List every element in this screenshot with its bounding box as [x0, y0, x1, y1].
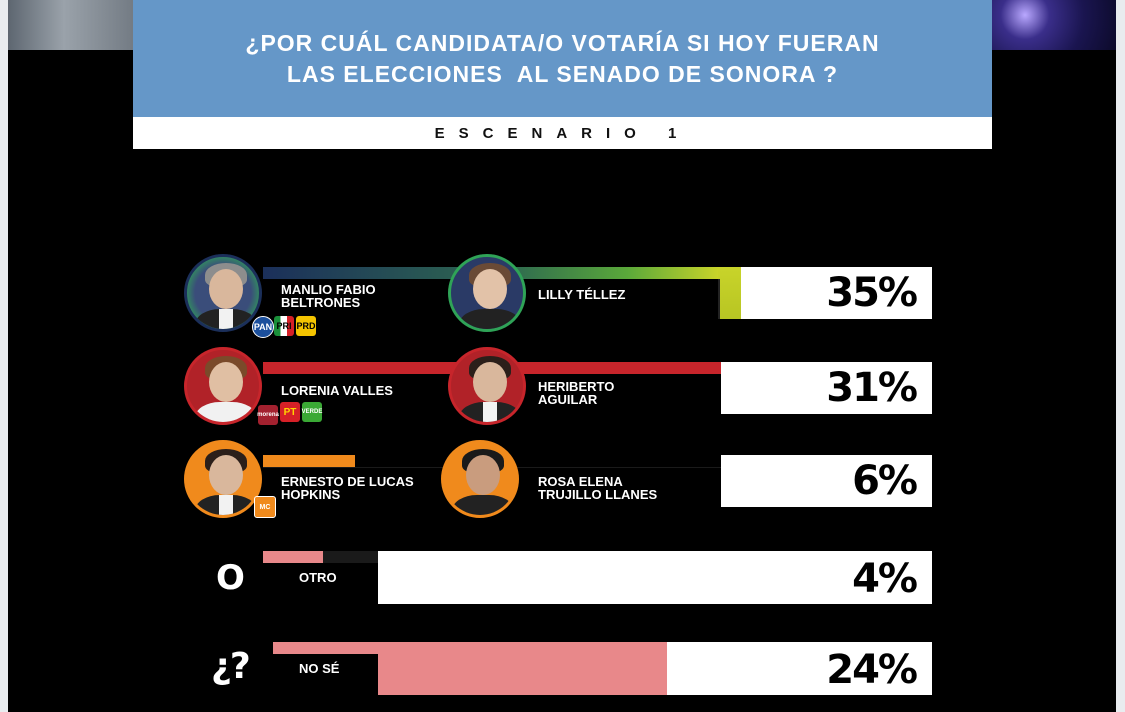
data-label: 4% — [852, 556, 918, 602]
other-symbol: O — [216, 558, 245, 598]
data-label: 24% — [826, 647, 918, 693]
row-otro: O OTRO 4% — [8, 548, 1116, 608]
avatar-valles — [184, 347, 262, 425]
infographic: ¿POR CUÁL CANDIDATA/O VOTARÍA SI HOY FUE… — [8, 0, 1116, 712]
pct-box — [721, 455, 932, 507]
avatar-tellez — [448, 254, 526, 332]
data-label: 35% — [826, 270, 918, 316]
pct-box — [721, 362, 932, 414]
pct-box — [738, 267, 932, 319]
option-label: OTRO — [299, 570, 337, 585]
row-beltrones-tellez: MANLIO FABIO BELTRONES PAN PRI PRD LILLY… — [8, 252, 1116, 342]
candidate-name: LORENIA VALLES — [281, 383, 393, 398]
candidate-name: ROSA ELENA TRUJILLO LLANES — [538, 474, 658, 502]
candidate-name: HERIBERTO AGUILAR — [538, 379, 615, 407]
background-photo-right — [986, 0, 1116, 50]
data-label: 6% — [852, 458, 918, 504]
title-line-1: ¿POR CUÁL CANDIDATA/O VOTARÍA SI HOY FUE… — [245, 29, 880, 56]
row-valles-aguilar: LORENIA VALLES morena PT VERDE HERIBERTO… — [8, 345, 1116, 435]
data-label: 31% — [826, 365, 918, 411]
top-stripe — [263, 455, 355, 467]
avatar-aguilar — [448, 347, 526, 425]
bar-fill — [718, 267, 741, 319]
name-band — [263, 563, 378, 604]
bar-fill — [263, 551, 323, 563]
row-no-se: ¿? NO SÉ 24% — [8, 638, 1116, 698]
option-label: NO SÉ — [299, 661, 340, 676]
title-banner: ¿POR CUÁL CANDIDATA/O VOTARÍA SI HOY FUE… — [133, 0, 992, 117]
avatar-beltrones — [184, 254, 262, 332]
morena-logo: morena — [257, 405, 279, 425]
avatar-delucas — [184, 440, 262, 518]
row-delucas-trujillo: ERNESTO DE LUCAS HOPKINS MC ROSA ELENA T… — [8, 438, 1116, 528]
prd-logo: PRD — [296, 316, 316, 336]
pri-logo: PRI — [274, 316, 294, 336]
pct-box — [378, 551, 932, 604]
bar-fill — [703, 362, 721, 374]
candidate-name: LILLY TÉLLEZ — [538, 287, 626, 302]
candidate-name: ERNESTO DE LUCAS HOPKINS — [281, 474, 414, 502]
verde-logo: VERDE — [302, 402, 322, 422]
avatar-trujillo — [441, 440, 519, 518]
name-band — [273, 654, 378, 695]
background-photo-left — [8, 0, 148, 50]
mc-logo: MC — [254, 496, 276, 518]
pan-logo: PAN — [252, 316, 274, 338]
title-line-2: LAS ELECCIONES AL SENADO DE SONORA ? — [286, 60, 839, 87]
unknown-symbol: ¿? — [211, 646, 251, 687]
pt-logo: PT — [280, 402, 300, 422]
candidate-name: MANLIO FABIO BELTRONES — [281, 282, 376, 310]
scenario-label: ESCENARIO 1 — [133, 117, 992, 149]
